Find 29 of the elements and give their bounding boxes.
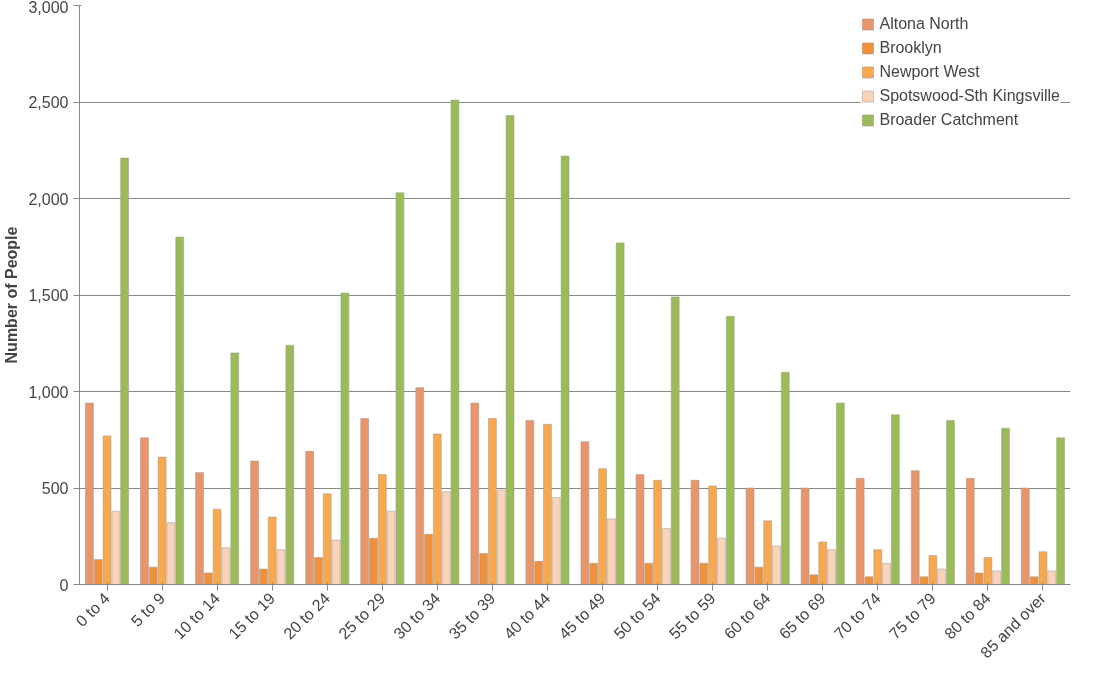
- legend-label: Altona North: [879, 15, 969, 33]
- x-tick-label: 50 to 54: [610, 589, 664, 643]
- x-tick-label: 30 to 34: [390, 589, 444, 643]
- legend-label: Newport West: [879, 63, 980, 81]
- legend-label: Brooklyn: [879, 39, 942, 57]
- x-tick-label: 70 to 74: [830, 589, 884, 643]
- x-tick-label: 40 to 44: [500, 589, 554, 643]
- x-tick-label: 10 to 14: [170, 589, 224, 643]
- x-tick-label: 0 to 4: [72, 589, 114, 630]
- y-tick-label: 500: [41, 480, 69, 497]
- y-axis-title: Number of People: [3, 226, 21, 364]
- x-tick-label: 75 to 79: [885, 589, 939, 643]
- x-tick-label: 65 to 69: [775, 589, 829, 643]
- y-tick-label: 3,000: [28, 0, 69, 16]
- x-tick-label: 5 to 9: [127, 589, 169, 630]
- x-tick-label: 60 to 64: [720, 589, 774, 643]
- y-tick-label: 0: [59, 576, 69, 594]
- legend-label: Broader Catchment: [879, 111, 1019, 129]
- legend-label: Spotswood-Sth Kingsville: [879, 87, 1060, 105]
- y-tick-label: 1,500: [28, 287, 69, 304]
- x-tick-label: 35 to 39: [445, 589, 499, 643]
- x-tick-label: 20 to 24: [280, 589, 334, 643]
- y-tick-label: 2,500: [28, 94, 69, 111]
- x-tick-label: 15 to 19: [225, 589, 279, 643]
- x-tick-label: 25 to 29: [335, 589, 389, 643]
- x-tick-label: 45 to 49: [555, 589, 609, 643]
- x-tick-label: 55 to 59: [665, 589, 719, 643]
- y-tick-label: 2,000: [28, 190, 69, 208]
- y-tick-label: 1,000: [28, 383, 69, 401]
